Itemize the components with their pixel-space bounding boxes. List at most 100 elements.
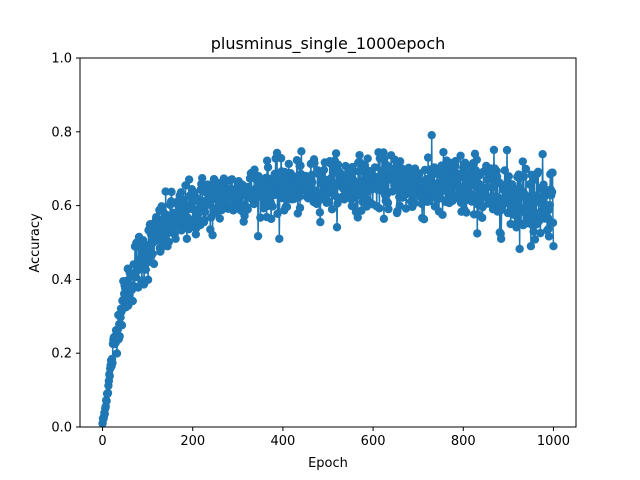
data-point <box>167 187 176 197</box>
data-point <box>164 237 174 247</box>
data-point <box>353 213 362 222</box>
data-point <box>355 150 364 160</box>
plot-frame <box>79 57 577 428</box>
series-markers <box>98 130 558 428</box>
data-point <box>384 204 393 214</box>
data-point <box>544 232 554 241</box>
x-axis-label: Epoch <box>308 456 348 471</box>
data-point <box>310 158 319 168</box>
data-point <box>243 205 252 214</box>
data-point <box>347 195 356 204</box>
data-point <box>198 173 207 183</box>
data-point <box>143 275 153 284</box>
data-point <box>454 181 463 190</box>
data-point <box>112 349 122 358</box>
data-point <box>382 160 391 170</box>
data-point <box>268 202 277 211</box>
data-point <box>332 223 342 232</box>
data-point <box>276 154 286 163</box>
y-tick-label: 0.0 <box>51 421 72 436</box>
data-point <box>473 229 482 238</box>
data-point <box>379 214 389 223</box>
data-point <box>533 167 543 176</box>
data-point <box>128 296 137 306</box>
data-point <box>331 149 341 158</box>
data-point <box>176 188 186 197</box>
data-point <box>105 371 114 381</box>
data-point <box>297 147 306 156</box>
data-point <box>404 163 413 173</box>
data-point <box>307 170 316 180</box>
data-point <box>115 332 124 341</box>
data-point <box>530 235 540 244</box>
y-tick-label: 0.2 <box>51 347 72 362</box>
x-tick-label: 800 <box>451 434 476 449</box>
data-point <box>308 178 317 187</box>
data-point <box>333 199 342 208</box>
data-point <box>141 265 151 274</box>
y-tick-label: 0.6 <box>51 199 72 214</box>
data-point <box>103 388 113 398</box>
data-point <box>157 202 166 211</box>
data-point <box>208 230 217 240</box>
data-point <box>227 175 237 184</box>
data-point <box>149 259 159 269</box>
data-point <box>504 172 514 181</box>
data-point <box>182 234 192 243</box>
data-point <box>419 214 429 224</box>
data-point <box>347 201 357 211</box>
data-point <box>489 145 499 155</box>
data-point <box>282 202 292 211</box>
data-point <box>253 231 263 241</box>
data-point <box>499 199 509 209</box>
plot-area: 0 200 400 600 800 1000 0.0 0.2 0.4 0.6 0.8 1.0 <box>51 52 577 449</box>
data-point <box>200 215 209 225</box>
data-point <box>184 175 194 184</box>
data-point <box>548 168 557 177</box>
data-point <box>395 157 405 166</box>
data-point <box>401 204 411 213</box>
data-point <box>478 213 487 222</box>
data-point <box>380 154 389 163</box>
data-point <box>296 161 305 170</box>
data-point <box>545 200 555 210</box>
data-point <box>154 229 164 238</box>
data-point <box>548 218 558 227</box>
data-point <box>430 163 439 172</box>
data-point <box>519 172 528 181</box>
data-point <box>496 234 506 243</box>
data-point <box>250 165 259 174</box>
data-point <box>427 130 436 140</box>
y-axis-label: Accuracy <box>28 213 43 273</box>
y-tick-label: 0.8 <box>51 125 72 140</box>
data-point <box>549 241 558 251</box>
data-point <box>327 205 337 214</box>
x-tick-label: 600 <box>361 434 386 449</box>
data-point <box>511 202 520 211</box>
data-point <box>117 321 127 330</box>
data-point <box>439 147 448 157</box>
data-point <box>547 187 557 197</box>
data-point <box>544 224 553 234</box>
data-point <box>472 155 481 164</box>
data-point <box>529 227 538 236</box>
data-point <box>482 183 492 192</box>
data-point <box>275 234 284 244</box>
data-point <box>273 209 282 218</box>
data-point <box>502 145 512 155</box>
data-point <box>336 169 345 178</box>
data-point <box>468 174 477 183</box>
data-point <box>538 149 547 159</box>
data-point <box>315 208 325 217</box>
data-point <box>294 192 304 202</box>
data-point <box>518 157 527 166</box>
data-point <box>395 201 404 210</box>
y-tick-label: 0.4 <box>51 273 72 288</box>
x-tick-label: 400 <box>270 434 295 449</box>
data-point <box>462 208 471 217</box>
data-point <box>256 213 265 222</box>
x-tick-label: 1000 <box>537 434 570 449</box>
